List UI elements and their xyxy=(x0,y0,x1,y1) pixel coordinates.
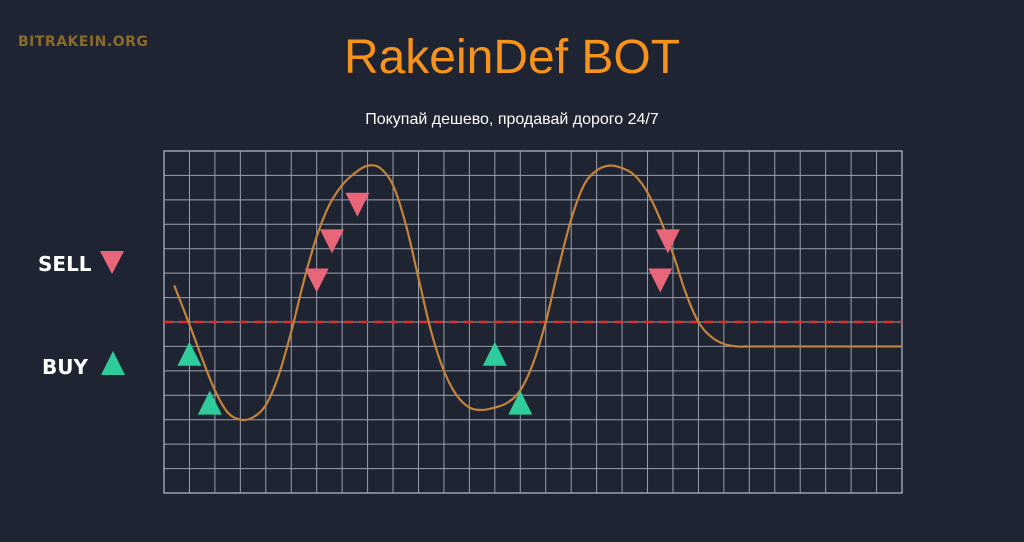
sell-arrow-icon xyxy=(100,251,124,274)
buy-signal-marker xyxy=(177,341,202,366)
sell-signal-marker xyxy=(648,268,673,293)
sell-signal-marker xyxy=(345,192,370,217)
sell-signal-marker xyxy=(304,268,329,293)
price-line xyxy=(173,164,902,422)
buy-signal-marker xyxy=(197,390,222,415)
page-title: RakeinDef BOT xyxy=(343,31,681,84)
signal-markers xyxy=(177,192,680,415)
legend-sell-label: SELL xyxy=(38,252,92,276)
sell-signal-marker xyxy=(655,229,680,254)
brand-logo-text: BITRAKEIN.ORG xyxy=(18,34,149,50)
buy-signal-marker xyxy=(482,341,507,366)
buy-signal-marker xyxy=(508,390,533,415)
legend-buy-label: BUY xyxy=(42,355,88,379)
page-subtitle: Покупай дешево, продавай дорого 24/7 xyxy=(365,111,659,128)
buy-arrow-icon xyxy=(101,351,125,375)
sell-signal-marker xyxy=(319,229,344,254)
